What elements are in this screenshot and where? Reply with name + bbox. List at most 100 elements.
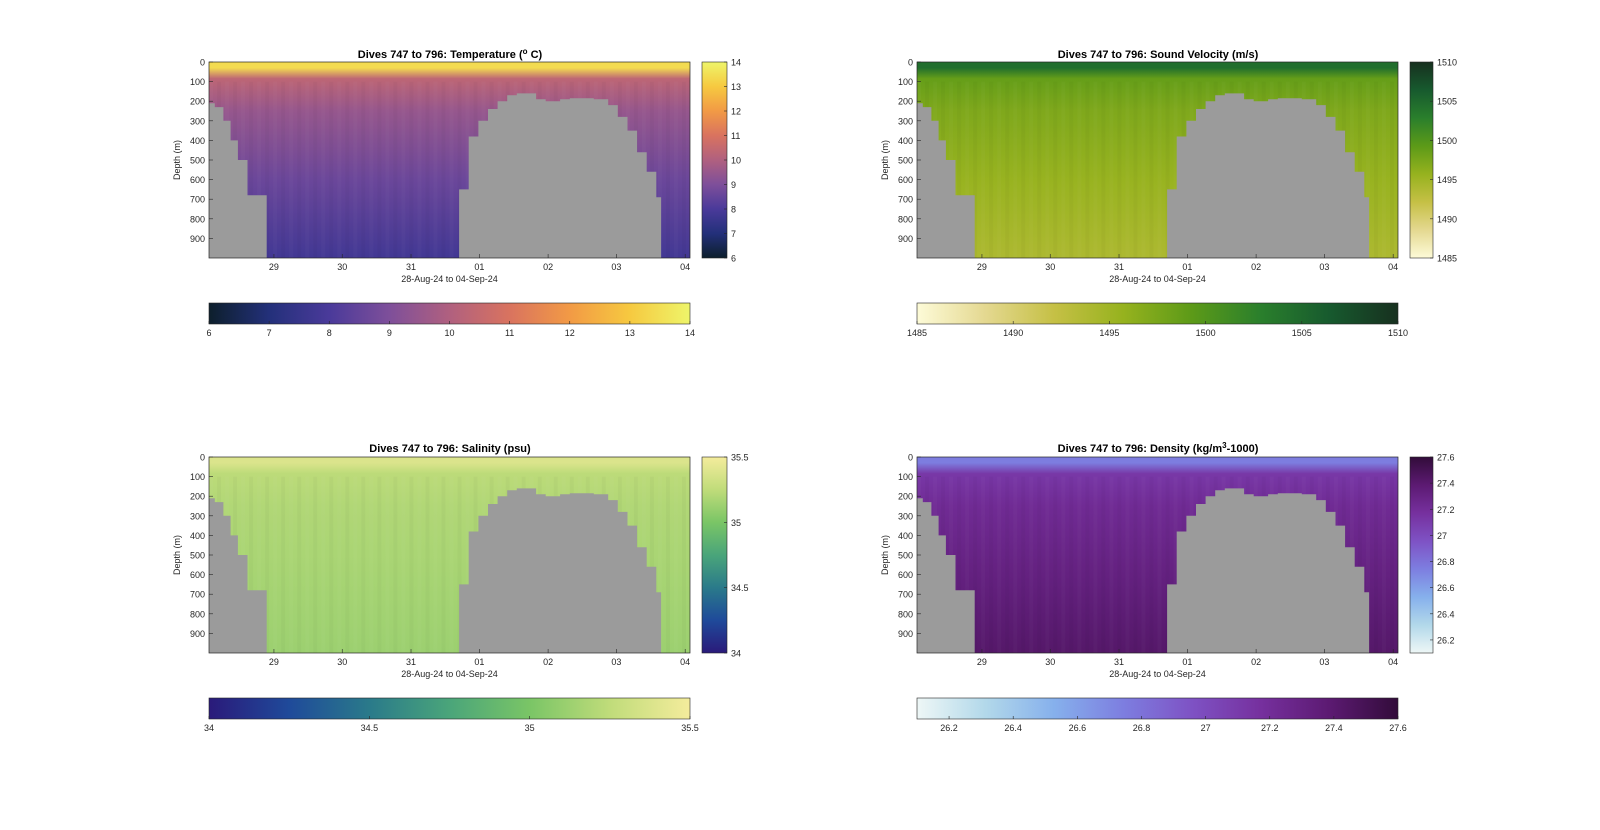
y-tick-label: 800: [190, 609, 205, 619]
data-streak: [369, 82, 373, 258]
data-streak: [393, 477, 397, 653]
y-tick-label: 200: [898, 492, 913, 502]
colorbar-tick-label: 27.2: [1437, 505, 1455, 515]
data-streak: [1005, 477, 1009, 653]
hbar-tick-label: 1500: [1196, 328, 1216, 338]
seabed-mask: [209, 93, 690, 259]
colorbar-tick-label: 1490: [1437, 214, 1457, 224]
y-tick-label: 300: [898, 116, 913, 126]
x-tick-label: 04: [1388, 262, 1398, 272]
vertical-colorbar: [701, 61, 728, 259]
hbar-tick-label: 27.2: [1261, 723, 1279, 733]
horizontal-colorbar: [208, 302, 691, 325]
hbar-tick-label: 9: [387, 328, 392, 338]
data-streak: [989, 477, 993, 653]
horizontal-colorbar: [916, 302, 1399, 325]
data-streak: [1053, 477, 1057, 653]
hbar-tick-label: 10: [444, 328, 454, 338]
colorbar-tick-label: 27: [1437, 531, 1447, 541]
density-title: Dives 747 to 796: Density (kg/m3-1000): [1058, 441, 1259, 455]
data-streak: [369, 477, 373, 653]
x-tick-label: 30: [337, 657, 347, 667]
hbar-tick-label: 12: [565, 328, 575, 338]
data-streak: [441, 477, 445, 653]
data-streak: [989, 82, 993, 258]
x-tick-label: 01: [1182, 262, 1192, 272]
data-streak: [1149, 82, 1153, 258]
data-streak: [345, 82, 349, 258]
data-streak: [1029, 477, 1033, 653]
colorbar-tick-label: 26.8: [1437, 557, 1455, 567]
y-tick-label: 900: [898, 234, 913, 244]
data-streak: [1141, 82, 1145, 258]
x-tick-label: 03: [611, 262, 621, 272]
data-streak: [1158, 477, 1162, 653]
data-streak: [1109, 477, 1113, 653]
x-tick-label: 31: [406, 657, 416, 667]
x-tick-label: 03: [1319, 262, 1329, 272]
hbar-tick-label: 1505: [1292, 328, 1312, 338]
hbar-tick-label: 8: [327, 328, 332, 338]
hbar-tick-label: 1510: [1388, 328, 1408, 338]
data-streak: [377, 82, 381, 258]
data-streak: [361, 82, 365, 258]
data-streak: [1158, 82, 1162, 258]
y-tick-label: 700: [898, 195, 913, 205]
data-streak: [289, 82, 293, 258]
data-streak: [441, 82, 445, 258]
data-streak: [425, 82, 429, 258]
y-tick-label: 100: [190, 472, 205, 482]
data-streak: [385, 82, 389, 258]
hbar-tick-label: 1490: [1003, 328, 1023, 338]
colorbar-tick-label: 11: [731, 131, 740, 141]
hbar-tick-label: 13: [625, 328, 635, 338]
y-tick-label: 600: [190, 570, 205, 580]
data-streak: [417, 477, 421, 653]
data-streak: [1125, 82, 1129, 258]
data-streak: [981, 477, 985, 653]
data-streak: [345, 477, 349, 653]
seabed-mask: [917, 488, 1398, 653]
hbar-tick-label: 34.5: [361, 723, 379, 733]
y-tick-label: 300: [190, 116, 205, 126]
y-axis-label: Depth (m): [880, 535, 890, 575]
x-axis-label: 28-Aug-24 to 04-Sep-24: [1109, 669, 1206, 679]
data-streak: [1101, 82, 1105, 258]
data-streak: [981, 82, 985, 258]
data-streak: [377, 477, 381, 653]
data-streak: [1117, 477, 1121, 653]
hbar-tick-label: 27.4: [1325, 723, 1343, 733]
y-tick-label: 300: [190, 511, 205, 521]
data-streak: [385, 477, 389, 653]
x-tick-label: 02: [543, 657, 553, 667]
salinity-title: Dives 747 to 796: Salinity (psu): [369, 443, 531, 455]
vertical-colorbar: [1409, 456, 1434, 654]
colorbar-tick-label: 34.5: [731, 583, 749, 593]
hbar-tick-label: 35.5: [681, 723, 699, 733]
y-axis-label: Depth (m): [172, 140, 182, 180]
temperature-heatmap: 0 100 200 300 400 500 600 700 800 900 Depth (m) 29 3…: [172, 58, 741, 339]
data-streak: [417, 82, 421, 258]
colorbar-tick-label: 14: [731, 58, 741, 68]
x-tick-label: 02: [1251, 657, 1261, 667]
data-streak: [1069, 477, 1073, 653]
y-tick-label: 600: [898, 570, 913, 580]
data-streak: [1101, 477, 1105, 653]
colorbar-tick-label: 26.6: [1437, 583, 1455, 593]
x-tick-label: 02: [1251, 262, 1261, 272]
colorbar-tick-label: 1485: [1437, 254, 1457, 264]
data-streak: [289, 477, 293, 653]
x-tick-label: 04: [680, 657, 690, 667]
y-tick-label: 200: [898, 97, 913, 107]
x-tick-label: 29: [269, 657, 279, 667]
x-tick-label: 01: [1182, 657, 1192, 667]
data-streak: [433, 477, 437, 653]
x-tick-label: 30: [337, 262, 347, 272]
hbar-tick-label: 34: [204, 723, 214, 733]
data-streak: [1005, 82, 1009, 258]
y-tick-label: 200: [190, 97, 205, 107]
y-tick-label: 0: [908, 58, 913, 68]
y-tick-label: 500: [190, 551, 205, 561]
data-streak: [1021, 477, 1025, 653]
